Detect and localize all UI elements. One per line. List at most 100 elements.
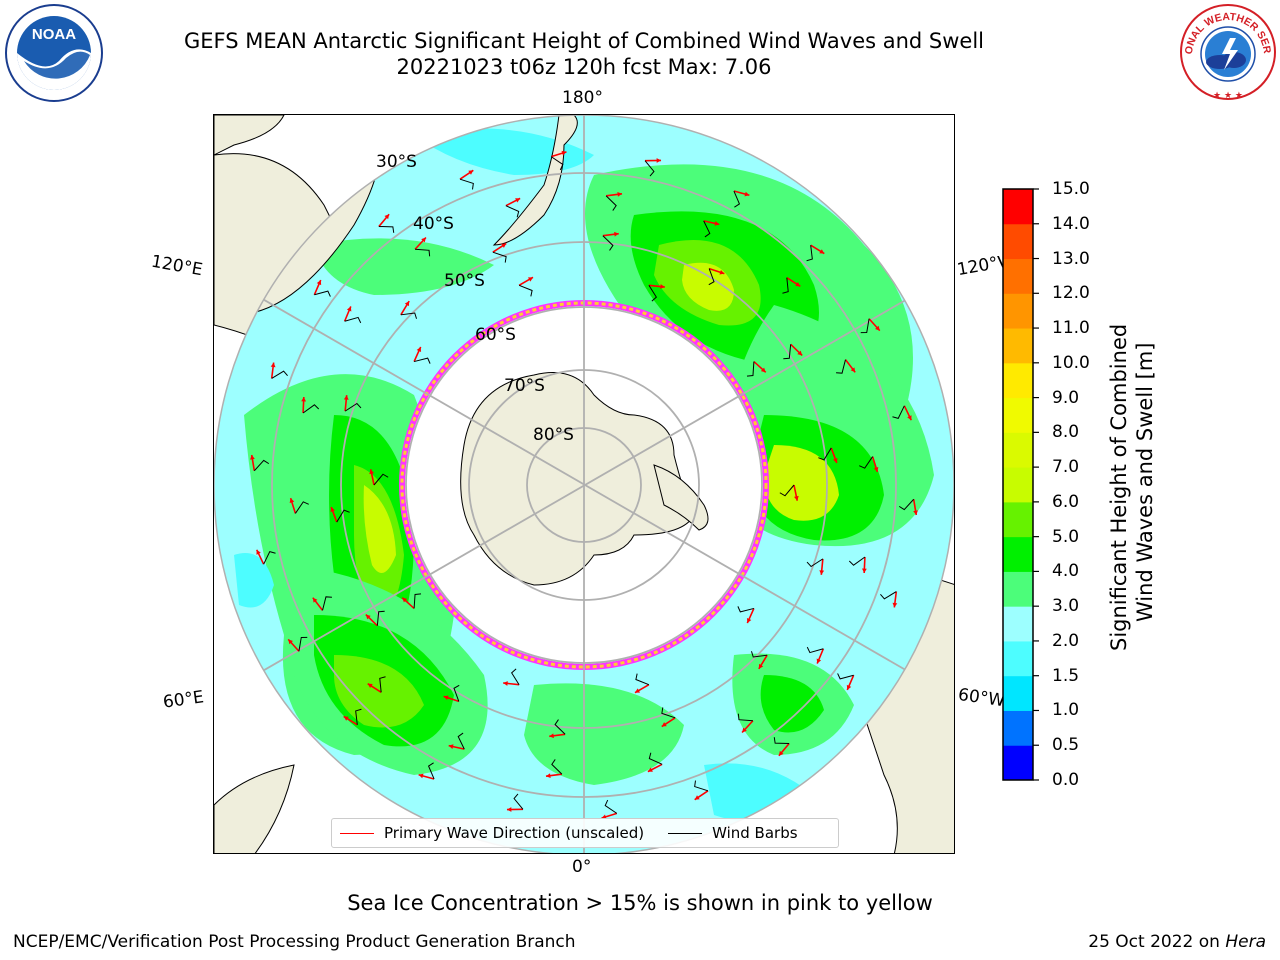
wind-barb xyxy=(513,793,524,810)
wind-barb xyxy=(413,593,422,609)
colorbar xyxy=(1002,188,1039,781)
wave-direction-arrowhead xyxy=(365,614,371,620)
wind-barb xyxy=(505,205,520,218)
legend-item-wave-direction: Primary Wave Direction (unscaled) xyxy=(332,824,644,842)
wind-barb xyxy=(605,195,617,211)
wind-barb xyxy=(708,268,715,286)
meridian-label-60w: 60°W xyxy=(958,688,1004,712)
colorbar-bin xyxy=(1003,536,1033,572)
wind-barb xyxy=(294,501,309,514)
wave-direction-arrowhead xyxy=(404,301,410,307)
colorbar-label-line2: Wind Waves and Swell [m] xyxy=(1133,342,1157,622)
madagascar-land-shape xyxy=(214,764,295,853)
wind-barb xyxy=(314,290,331,297)
polar-map-canvas xyxy=(214,115,954,853)
wave-direction-arrowhead xyxy=(416,346,422,352)
wind-barb xyxy=(271,370,288,379)
wind-barb xyxy=(376,610,385,626)
wind-barb xyxy=(635,673,650,686)
colorbar-bin xyxy=(1003,571,1033,607)
wave-direction-arrowhead xyxy=(714,221,720,226)
run-date-text: 25 Oct 2022 on xyxy=(1088,932,1220,952)
colorbar-tick-label: 15.0 xyxy=(1052,179,1090,199)
colorbar-bin xyxy=(1003,640,1033,677)
meridian-label-60e: 60°E xyxy=(161,687,206,713)
wave-direction-arrowhead xyxy=(746,618,752,624)
colorbar-bin xyxy=(1003,258,1033,294)
wind-barb xyxy=(415,248,431,257)
wave-direction-arrowhead xyxy=(256,549,261,555)
graticule xyxy=(214,115,954,853)
wave-direction-arrowhead xyxy=(794,495,799,501)
colorbar-tick-label: 10.0 xyxy=(1052,352,1090,373)
wind-barb xyxy=(344,402,362,412)
wind-barb xyxy=(457,732,465,750)
sea-ice-note: Sea Ice Concentration > 15% is shown in … xyxy=(347,891,933,915)
map-legend: Primary Wave Direction (unscaled) Wind B… xyxy=(331,818,839,848)
wind-barb xyxy=(336,509,350,523)
wind-barb xyxy=(253,459,270,472)
colorbar-bin xyxy=(1003,710,1033,746)
colorbar-bin xyxy=(1003,293,1033,329)
colorbar-tick-label: 6.0 xyxy=(1052,491,1080,512)
colorbar-tick-label: 7.0 xyxy=(1052,457,1080,478)
wave-direction-arrowhead xyxy=(719,269,725,275)
meridian-label-180: 180° xyxy=(562,88,603,108)
wave-direction-arrowhead xyxy=(301,397,307,402)
wave-direction-arrowhead xyxy=(861,568,867,573)
chart-subtitle: 20221023 t06z 120h fcst Max: 7.06 xyxy=(396,55,772,79)
latitude-label-80s: 80°S xyxy=(533,425,574,445)
wind-barb xyxy=(806,245,813,262)
wave-direction-arrowhead xyxy=(346,306,352,312)
wind-barb xyxy=(453,684,460,702)
colorbar-tick-label: 14.0 xyxy=(1052,213,1090,234)
chart-title: GEFS MEAN Antarctic Significant Height o… xyxy=(183,29,985,53)
wind-barb xyxy=(373,473,389,486)
wind-barb xyxy=(379,676,386,693)
latitude-label-30s: 30°S xyxy=(376,152,417,172)
wave-direction-arrowhead xyxy=(418,773,424,779)
wind-barb xyxy=(880,591,897,600)
latitude-label-70s: 70°S xyxy=(504,376,545,396)
colorbar-tick-label: 0.5 xyxy=(1052,735,1080,756)
colorbar-tick-label: 1.5 xyxy=(1052,665,1080,686)
colorbar-tick-label: 4.0 xyxy=(1052,561,1080,582)
wave-direction-arrowhead xyxy=(343,395,349,400)
wave-direction-arrowhead xyxy=(367,683,373,689)
wind-barb xyxy=(783,344,792,360)
wave-direction-arrowhead xyxy=(528,277,533,282)
wave-direction-arrowhead xyxy=(819,570,825,575)
wind-barb xyxy=(648,285,657,302)
wave-direction-arrowhead xyxy=(549,733,554,739)
nws-logo-icon: NATIONAL WEATHER SERVICE ★ ★ ★ xyxy=(1174,0,1276,101)
colorbar-tick-label: 2.0 xyxy=(1052,630,1080,651)
wind-barb xyxy=(746,361,755,377)
national-weather-service-logo: NATIONAL WEATHER SERVICE ★ ★ ★ xyxy=(1174,0,1278,101)
wind-barb xyxy=(751,651,768,658)
wind-barb xyxy=(859,456,874,469)
wind-barb xyxy=(551,759,563,775)
wave-direction-arrowhead xyxy=(846,684,852,690)
wind-barb xyxy=(554,719,566,735)
wave-direction-arrowhead xyxy=(795,281,801,287)
wave-direction-arrowhead xyxy=(797,350,803,356)
wave-direction-arrowhead xyxy=(250,454,255,460)
wind-barb xyxy=(737,606,755,613)
wind-barb xyxy=(818,447,832,461)
colorbar-bin xyxy=(1003,501,1033,538)
wave-direction-arrowhead xyxy=(384,214,390,220)
wind-barb xyxy=(298,636,308,652)
run-date: 25 Oct 2022 on Hera xyxy=(1088,932,1266,952)
wind-barb xyxy=(773,737,790,744)
noaa-logo: NOAA xyxy=(4,3,104,103)
wind-barb xyxy=(355,708,362,725)
wind-barb xyxy=(550,156,564,171)
wind-barb xyxy=(703,220,711,238)
wind-barb xyxy=(378,226,395,233)
wave-direction-arrowhead xyxy=(873,466,879,472)
wave-direction-arrowhead xyxy=(545,773,551,779)
wave-direction-arrows xyxy=(250,150,918,820)
wind-barb xyxy=(806,646,824,654)
latitude-label-60s: 60°S xyxy=(475,325,516,345)
colorbar-tick-label: 3.0 xyxy=(1052,596,1080,617)
